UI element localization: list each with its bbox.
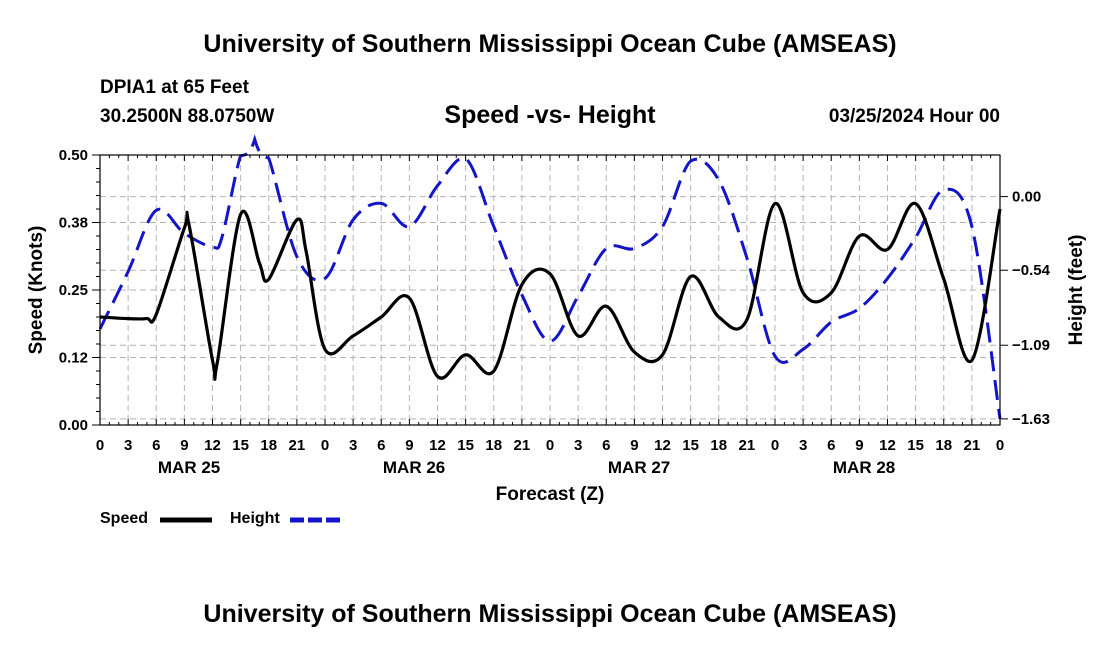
height-series-line [98, 134, 1002, 420]
x-tick-label: 0 [321, 437, 329, 454]
plot-frame [99, 154, 1001, 426]
x-tick-label: 21 [289, 437, 306, 454]
x-tick-label: 15 [232, 437, 249, 454]
x-tick-label: 0 [546, 437, 554, 454]
x-tick-label: 12 [879, 437, 896, 454]
y2-tick-label: −1.09 [1012, 337, 1050, 354]
y-tick-label: 0.00 [59, 417, 88, 434]
y-tick-label: 0.25 [59, 282, 88, 299]
x-tick-label: 9 [630, 437, 638, 454]
date-label: MAR 27 [608, 458, 670, 477]
legend-height-label: Height [230, 510, 280, 527]
grid-layer [100, 155, 1000, 425]
x-tick-label: 12 [654, 437, 671, 454]
date-label: MAR 28 [833, 458, 895, 477]
y2-axis-title: Height (feet) [1066, 235, 1087, 346]
x-tick-label: 6 [827, 437, 835, 454]
x-tick-label: 6 [377, 437, 385, 454]
x-tick-label: 15 [457, 437, 474, 454]
x-tick-label: 12 [429, 437, 446, 454]
station-label: DPIA1 at 65 Feet [100, 77, 249, 98]
x-tick-label: 9 [180, 437, 188, 454]
x-tick-label: 0 [96, 437, 104, 454]
y2-tick-label: −0.54 [1012, 262, 1051, 279]
x-tick-label: 3 [349, 437, 357, 454]
x-tick-label: 6 [152, 437, 160, 454]
y-axis-title: Speed (Knots) [26, 226, 47, 355]
x-tick-label: 18 [935, 437, 952, 454]
x-tick-label: 3 [799, 437, 807, 454]
x-tick-label: 21 [514, 437, 531, 454]
forecast-datetime: 03/25/2024 Hour 00 [828, 106, 1000, 127]
x-tick-label: 15 [907, 437, 924, 454]
y-tick-label: 0.38 [59, 215, 88, 232]
footer-title: University of Southern Mississippi Ocean… [203, 600, 897, 628]
y2-tick-label: −1.63 [1012, 411, 1050, 428]
date-label: MAR 26 [383, 458, 445, 477]
y-tick-label: 0.50 [59, 147, 88, 164]
y-tick-label: 0.12 [59, 350, 88, 367]
x-tick-label: 9 [405, 437, 413, 454]
x-tick-label: 21 [739, 437, 756, 454]
x-tick-label: 3 [124, 437, 132, 454]
x-tick-label: 21 [964, 437, 981, 454]
label-layer: 0 3 6 9 12 15 18 21 0 3 6 9 12 15 18 21 0 3 6 9 12 15 18 21 0 3 6 9… [59, 147, 1051, 477]
x-tick-label: 0 [996, 437, 1004, 454]
station-coordinates: 30.2500N 88.0750W [100, 106, 275, 127]
legend-speed-label: Speed [100, 510, 149, 527]
x-tick-label: 0 [771, 437, 779, 454]
y2-tick-label: 0.00 [1012, 189, 1041, 206]
x-tick-label: 9 [855, 437, 863, 454]
x-tick-label: 15 [682, 437, 699, 454]
x-tick-label: 6 [602, 437, 610, 454]
x-tick-label: 3 [574, 437, 582, 454]
x-tick-label: 18 [260, 437, 277, 454]
x-tick-label: 18 [710, 437, 727, 454]
date-label: MAR 25 [158, 458, 220, 477]
x-axis-title: Forecast (Z) [496, 484, 605, 505]
x-tick-label: 18 [485, 437, 502, 454]
chart-main-title: University of Southern Mississippi Ocean… [203, 30, 897, 58]
x-tick-label: 12 [204, 437, 221, 454]
chart-subtitle: Speed -vs- Height [444, 101, 656, 129]
speed-series-line [99, 201, 1002, 381]
